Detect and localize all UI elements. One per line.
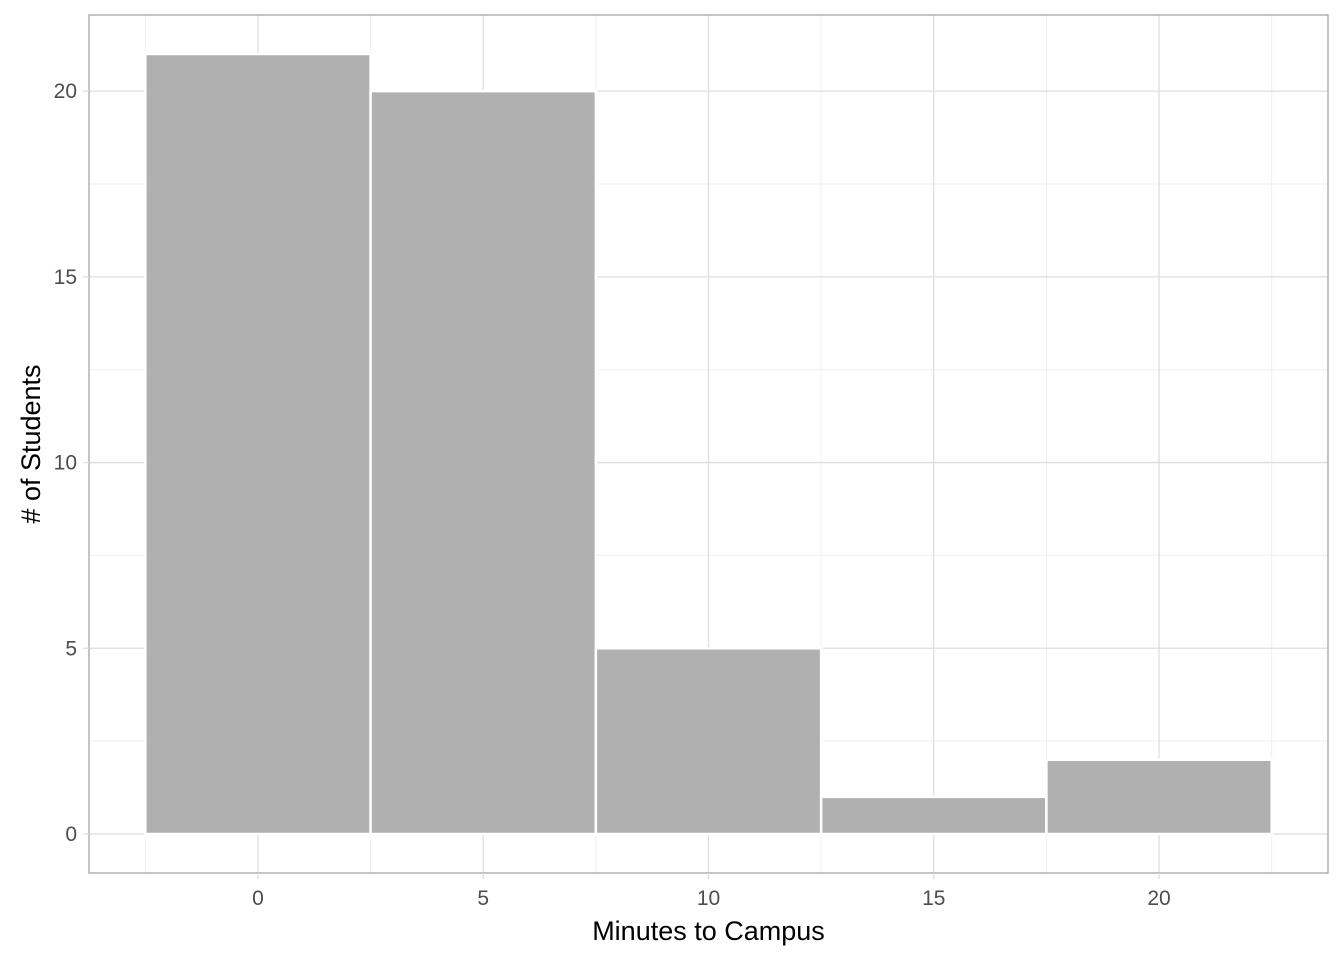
histogram-bars: [144, 52, 1273, 836]
x-axis-ticks: 0 5 10 15 20: [252, 873, 1171, 910]
x-tick-label: 5: [477, 887, 489, 910]
histogram-bar: [1045, 758, 1273, 836]
x-axis-title: Minutes to Campus: [592, 916, 825, 946]
x-tick-label: 0: [252, 887, 264, 910]
x-tick-label: 15: [922, 887, 945, 910]
histogram-bar: [594, 647, 823, 836]
y-axis-ticks: 0 5 10 15 20: [54, 80, 89, 846]
histogram-bar: [369, 89, 598, 836]
y-tick-label: 15: [54, 266, 77, 289]
y-axis-title: # of Students: [16, 364, 46, 523]
x-tick-label: 10: [697, 887, 720, 910]
histogram-bar: [144, 52, 372, 836]
y-tick-label: 10: [54, 452, 77, 475]
histogram-bar: [819, 795, 1048, 836]
y-tick-label: 5: [65, 637, 77, 660]
x-tick-label: 20: [1147, 887, 1170, 910]
y-tick-label: 0: [65, 823, 77, 846]
y-tick-label: 20: [54, 80, 77, 103]
